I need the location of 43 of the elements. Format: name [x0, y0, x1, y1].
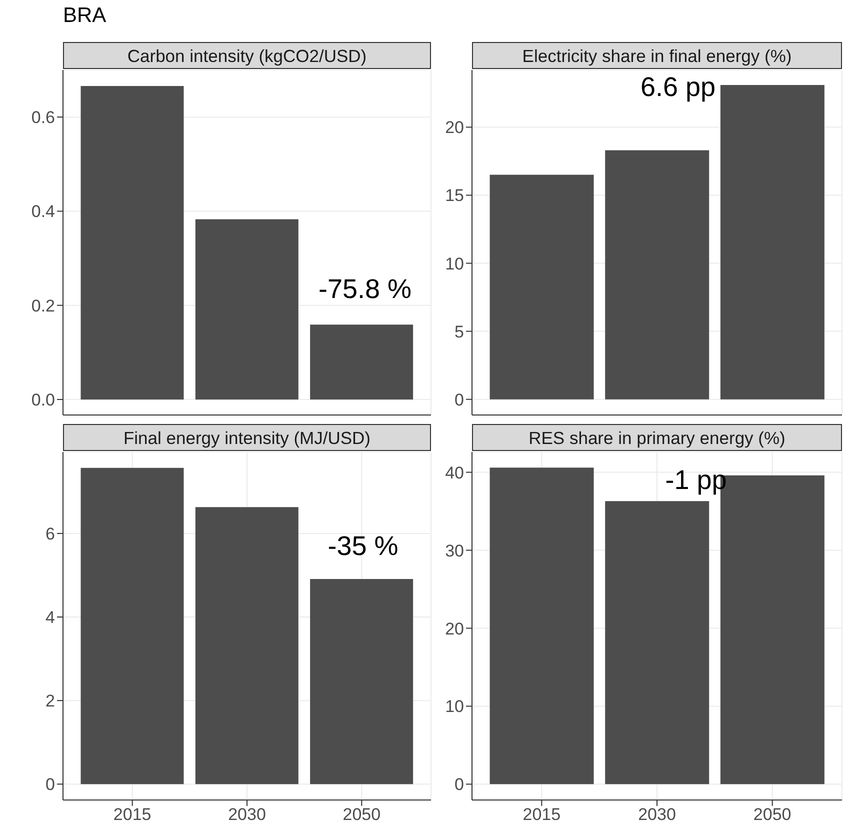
bar [195, 219, 298, 400]
x-tick-label: 2015 [113, 805, 152, 824]
y-tick-label: 0.6 [31, 108, 55, 128]
bar [310, 324, 414, 400]
bar [720, 84, 824, 400]
y-tick-label: 30 [445, 541, 464, 560]
text: BRA [63, 4, 106, 28]
bar [605, 150, 710, 400]
x-tick-label: 2015 [522, 805, 561, 824]
bar [80, 86, 184, 400]
y-tick-label: 0 [46, 775, 55, 794]
annotation: 6.6 pp [639, 71, 717, 103]
chart-title: Electricity share in final energy (%) [472, 42, 842, 69]
x-tick-label: 2050 [342, 805, 381, 824]
x-tick-label: 2030 [638, 805, 676, 824]
bar [490, 468, 594, 784]
y-tick-label: 2 [46, 692, 55, 711]
y-tick-label: 20 [445, 118, 464, 138]
bar [195, 507, 298, 784]
y-tick-label: 4 [46, 608, 55, 628]
bar [605, 501, 710, 784]
y-tick-label: 0.4 [31, 202, 55, 222]
bar [310, 579, 414, 784]
chart-title: RES share in primary energy (%) [472, 424, 842, 451]
y-tick-label: 0.2 [31, 296, 55, 316]
bar [490, 174, 594, 400]
y-tick-label: 6 [46, 524, 55, 544]
y-tick-label: 0.0 [31, 390, 55, 410]
bar [80, 468, 184, 784]
y-tick-label: 40 [445, 463, 464, 482]
y-tick-label: 0 [454, 775, 464, 794]
x-tick-label: 2030 [228, 805, 266, 824]
y-tick-label: 0 [454, 390, 464, 410]
x-tick-label: 2050 [753, 805, 792, 824]
y-tick-label: 10 [445, 697, 464, 716]
y-tick-label: 10 [445, 254, 464, 274]
y-tick-label: 20 [445, 619, 464, 638]
y-tick-label: 15 [445, 186, 464, 206]
chart-title: Carbon intensity (kgCO2/USD) [63, 42, 431, 69]
y-tick-label: 5 [454, 322, 464, 342]
annotation: -75.8 % [317, 273, 413, 305]
annotation: -35 % [326, 530, 400, 562]
chart-title: Final energy intensity (MJ/USD) [63, 424, 431, 451]
